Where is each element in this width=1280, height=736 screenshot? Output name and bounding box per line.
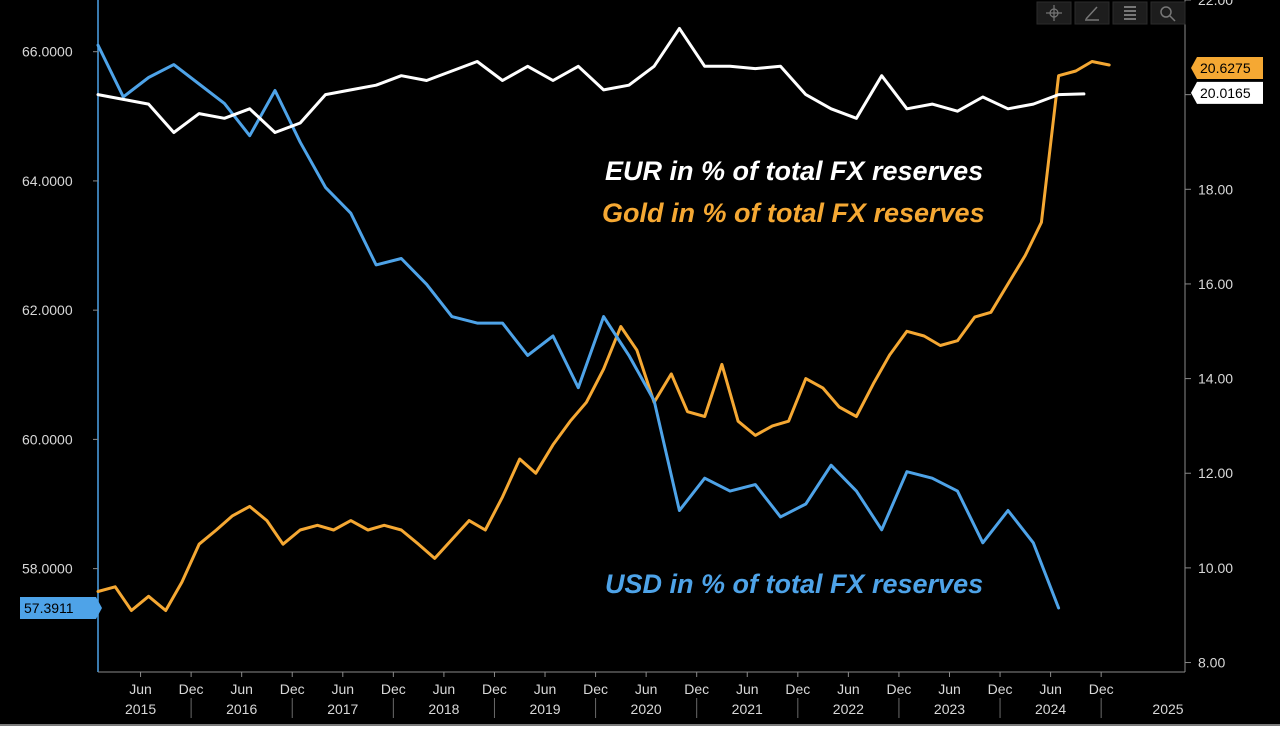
x-tick-year: 2021 bbox=[732, 701, 763, 717]
x-tick-month: Dec bbox=[179, 681, 204, 697]
x-tick-month: Dec bbox=[280, 681, 305, 697]
x-tick-month: Dec bbox=[988, 681, 1013, 697]
right-tick-label: 14.00 bbox=[1198, 371, 1233, 387]
x-tick-year: 2023 bbox=[934, 701, 965, 717]
zoom-button[interactable] bbox=[1150, 1, 1186, 25]
table-button[interactable] bbox=[1112, 1, 1148, 25]
value-label-eur: 20.0165 bbox=[1191, 81, 1263, 104]
x-tick-year: 2019 bbox=[529, 701, 560, 717]
x-tick-year: 2022 bbox=[833, 701, 864, 717]
left-tick-label: 66.0000 bbox=[22, 44, 73, 60]
left-tick-label: 58.0000 bbox=[22, 561, 73, 577]
x-tick-month: Jun bbox=[433, 681, 456, 697]
draw-icon bbox=[1085, 6, 1099, 21]
right-tick-label: 22.00 bbox=[1198, 0, 1233, 8]
x-tick-month: Jun bbox=[635, 681, 658, 697]
chart-toolbar bbox=[1036, 1, 1186, 25]
x-tick-month: Jun bbox=[534, 681, 557, 697]
x-tick-month: Jun bbox=[1039, 681, 1062, 697]
x-tick-month: Dec bbox=[785, 681, 810, 697]
gold-annotation: Gold in % of total FX reserves bbox=[602, 198, 985, 228]
right-tick-label: 8.00 bbox=[1198, 655, 1225, 671]
series-line-gold bbox=[96, 60, 1111, 612]
x-tick-month: Jun bbox=[736, 681, 759, 697]
series-line-usd bbox=[96, 43, 1061, 610]
left-tick-label: 62.0000 bbox=[22, 302, 73, 318]
value-label-text: 20.0165 bbox=[1200, 85, 1251, 101]
x-tick-month: Jun bbox=[129, 681, 152, 697]
x-tick-month: Dec bbox=[381, 681, 406, 697]
x-tick-month: Jun bbox=[332, 681, 355, 697]
right-tick-label: 16.00 bbox=[1198, 276, 1233, 292]
x-tick-month: Dec bbox=[482, 681, 507, 697]
x-tick-year: 2025 bbox=[1152, 701, 1183, 717]
x-tick-month: Jun bbox=[837, 681, 860, 697]
series-line-eur bbox=[96, 26, 1086, 134]
value-label-usd: 57.3911 bbox=[20, 597, 102, 620]
value-label-text: 57.3911 bbox=[24, 600, 74, 616]
x-tick-year: 2017 bbox=[327, 701, 358, 717]
x-tick-year: 2024 bbox=[1035, 701, 1066, 717]
x-tick-month: Dec bbox=[886, 681, 911, 697]
x-tick-month: Jun bbox=[938, 681, 961, 697]
series-layer bbox=[96, 26, 1111, 612]
draw-button[interactable] bbox=[1074, 1, 1110, 25]
x-tick-year: 2020 bbox=[631, 701, 662, 717]
x-tick-year: 2018 bbox=[428, 701, 459, 717]
left-axis-ticks: 58.0000 60.0000 62.0000 64.0000 66.0000 bbox=[22, 44, 98, 577]
crosshair-icon bbox=[1046, 5, 1062, 21]
eur-annotation: EUR in % of total FX reserves bbox=[605, 156, 983, 186]
x-tick-month: Dec bbox=[1089, 681, 1114, 697]
left-tick-label: 60.0000 bbox=[22, 431, 73, 447]
table-icon bbox=[1124, 6, 1136, 20]
crosshair-button[interactable] bbox=[1036, 1, 1072, 25]
zoom-icon bbox=[1160, 6, 1176, 22]
x-tick-year: 2015 bbox=[125, 701, 156, 717]
right-tick-label: 18.00 bbox=[1198, 181, 1233, 197]
right-tick-label: 12.00 bbox=[1198, 465, 1233, 481]
x-tick-year: 2016 bbox=[226, 701, 257, 717]
x-tick-month: Dec bbox=[583, 681, 608, 697]
last-value-labels: 20.6275 20.0165 57.3911 bbox=[20, 56, 1263, 620]
value-label-text: 20.6275 bbox=[1200, 60, 1251, 76]
bottom-border bbox=[0, 724, 1280, 726]
usd-annotation: USD in % of total FX reserves bbox=[605, 569, 983, 599]
x-tick-month: Dec bbox=[684, 681, 709, 697]
x-tick-month: Jun bbox=[230, 681, 253, 697]
value-label-gold: 20.6275 bbox=[1191, 56, 1263, 79]
left-tick-label: 64.0000 bbox=[22, 173, 73, 189]
x-axis-ticks: Jun Dec Jun Dec Jun Dec Jun Dec Jun Dec Jun Dec Jun D… bbox=[125, 672, 1184, 718]
right-tick-label: 10.00 bbox=[1198, 560, 1233, 576]
